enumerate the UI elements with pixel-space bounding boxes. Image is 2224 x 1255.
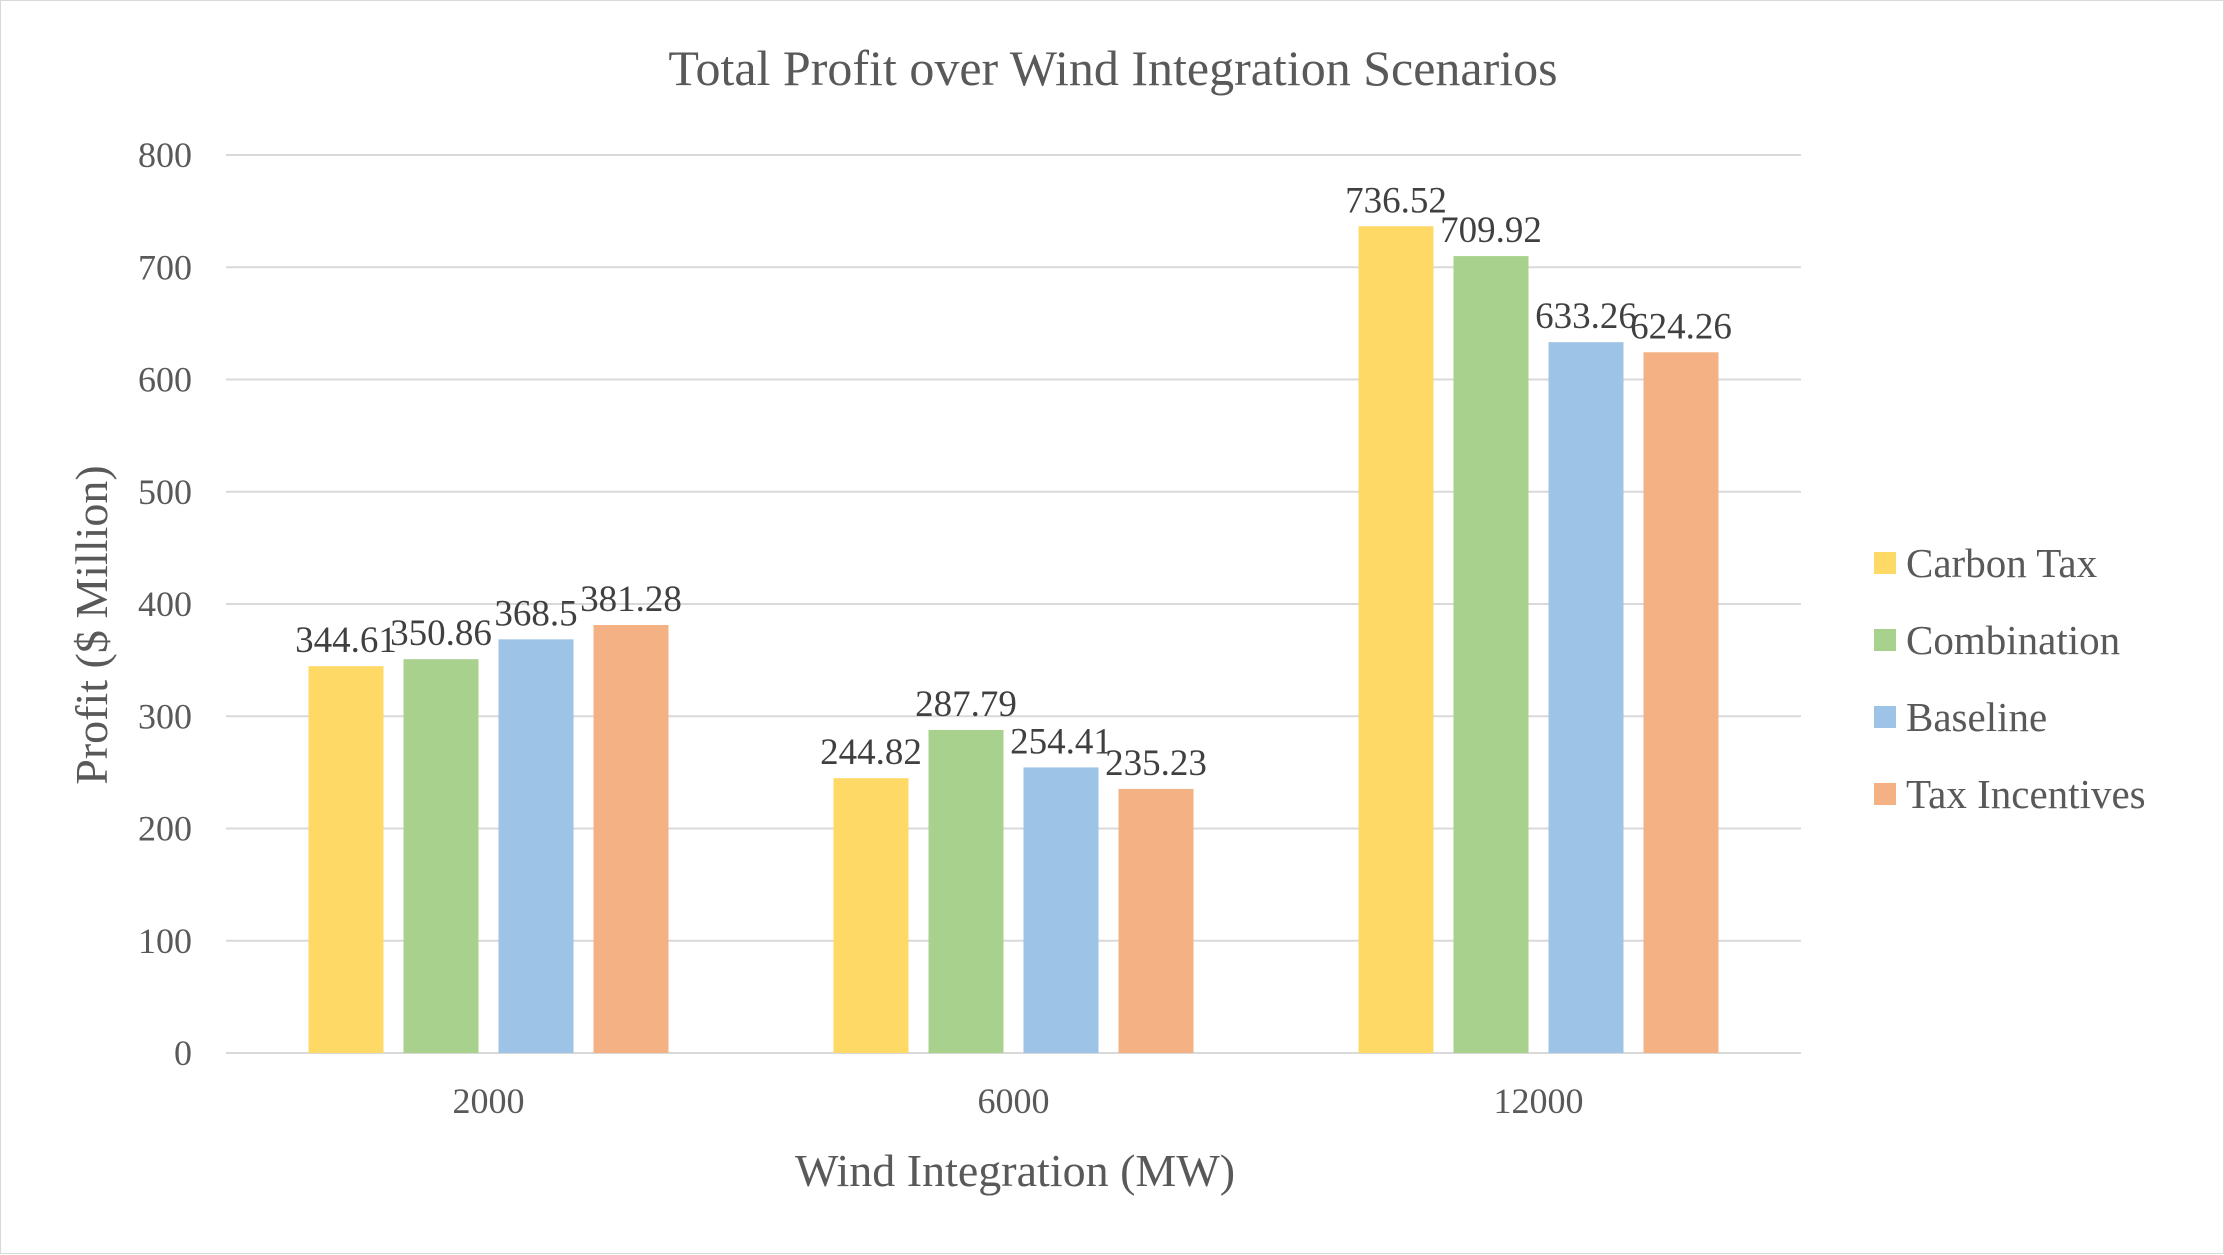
x-axis-ticks: 2000 6000 12000 (453, 1081, 1584, 1121)
data-label: 624.26 (1630, 306, 1732, 347)
legend-swatch (1874, 629, 1896, 651)
y-tick-label: 600 (138, 360, 192, 400)
y-tick-label: 300 (138, 696, 192, 736)
data-label: 344.61 (295, 620, 397, 661)
bar (1023, 767, 1099, 1053)
data-label: 235.23 (1105, 743, 1207, 784)
data-label: 381.28 (580, 579, 682, 620)
bar (593, 625, 669, 1053)
bar (308, 666, 384, 1053)
legend-label: Baseline (1906, 694, 2047, 740)
bar (1118, 788, 1194, 1053)
data-label: 244.82 (820, 732, 922, 773)
data-label: 633.26 (1535, 296, 1637, 337)
data-label: 368.5 (494, 593, 577, 634)
y-tick-label: 400 (138, 584, 192, 624)
bar (928, 729, 1004, 1053)
bar (1453, 256, 1529, 1053)
legend-swatch (1874, 706, 1896, 728)
chart-title: Total Profit over Wind Integration Scena… (668, 40, 1557, 96)
y-axis-ticks: 0 100 200 300 400 500 600 700 800 (138, 135, 192, 1073)
legend: Carbon Tax Combination Baseline Tax Incenti… (1874, 540, 2146, 817)
y-tick-label: 200 (138, 809, 192, 849)
bar (1358, 226, 1434, 1054)
legend-label: Tax Incentives (1906, 771, 2146, 817)
x-tick-label: 2000 (453, 1081, 525, 1121)
bars (308, 226, 1719, 1054)
data-label: 287.79 (915, 684, 1017, 725)
legend-label: Carbon Tax (1906, 540, 2097, 586)
y-tick-label: 500 (138, 472, 192, 512)
y-tick-label: 100 (138, 921, 192, 961)
bar (403, 659, 479, 1053)
data-label: 709.92 (1440, 210, 1542, 251)
data-label: 350.86 (390, 613, 492, 654)
data-label: 254.41 (1010, 721, 1112, 762)
gridlines (226, 154, 1801, 1054)
bar (1643, 352, 1719, 1053)
y-axis-title: Profit ($ Million) (66, 465, 117, 784)
x-tick-label: 6000 (978, 1081, 1050, 1121)
data-label: 736.52 (1345, 180, 1447, 221)
legend-label: Combination (1906, 617, 2120, 663)
x-axis-title: Wind Integration (MW) (795, 1145, 1235, 1196)
legend-swatch (1874, 783, 1896, 805)
y-tick-label: 0 (174, 1033, 192, 1073)
legend-swatch (1874, 552, 1896, 574)
y-tick-label: 700 (138, 247, 192, 287)
bar (833, 778, 909, 1053)
x-tick-label: 12000 (1494, 1081, 1584, 1121)
y-tick-label: 800 (138, 135, 192, 175)
bar (498, 639, 574, 1053)
bar (1548, 342, 1624, 1053)
